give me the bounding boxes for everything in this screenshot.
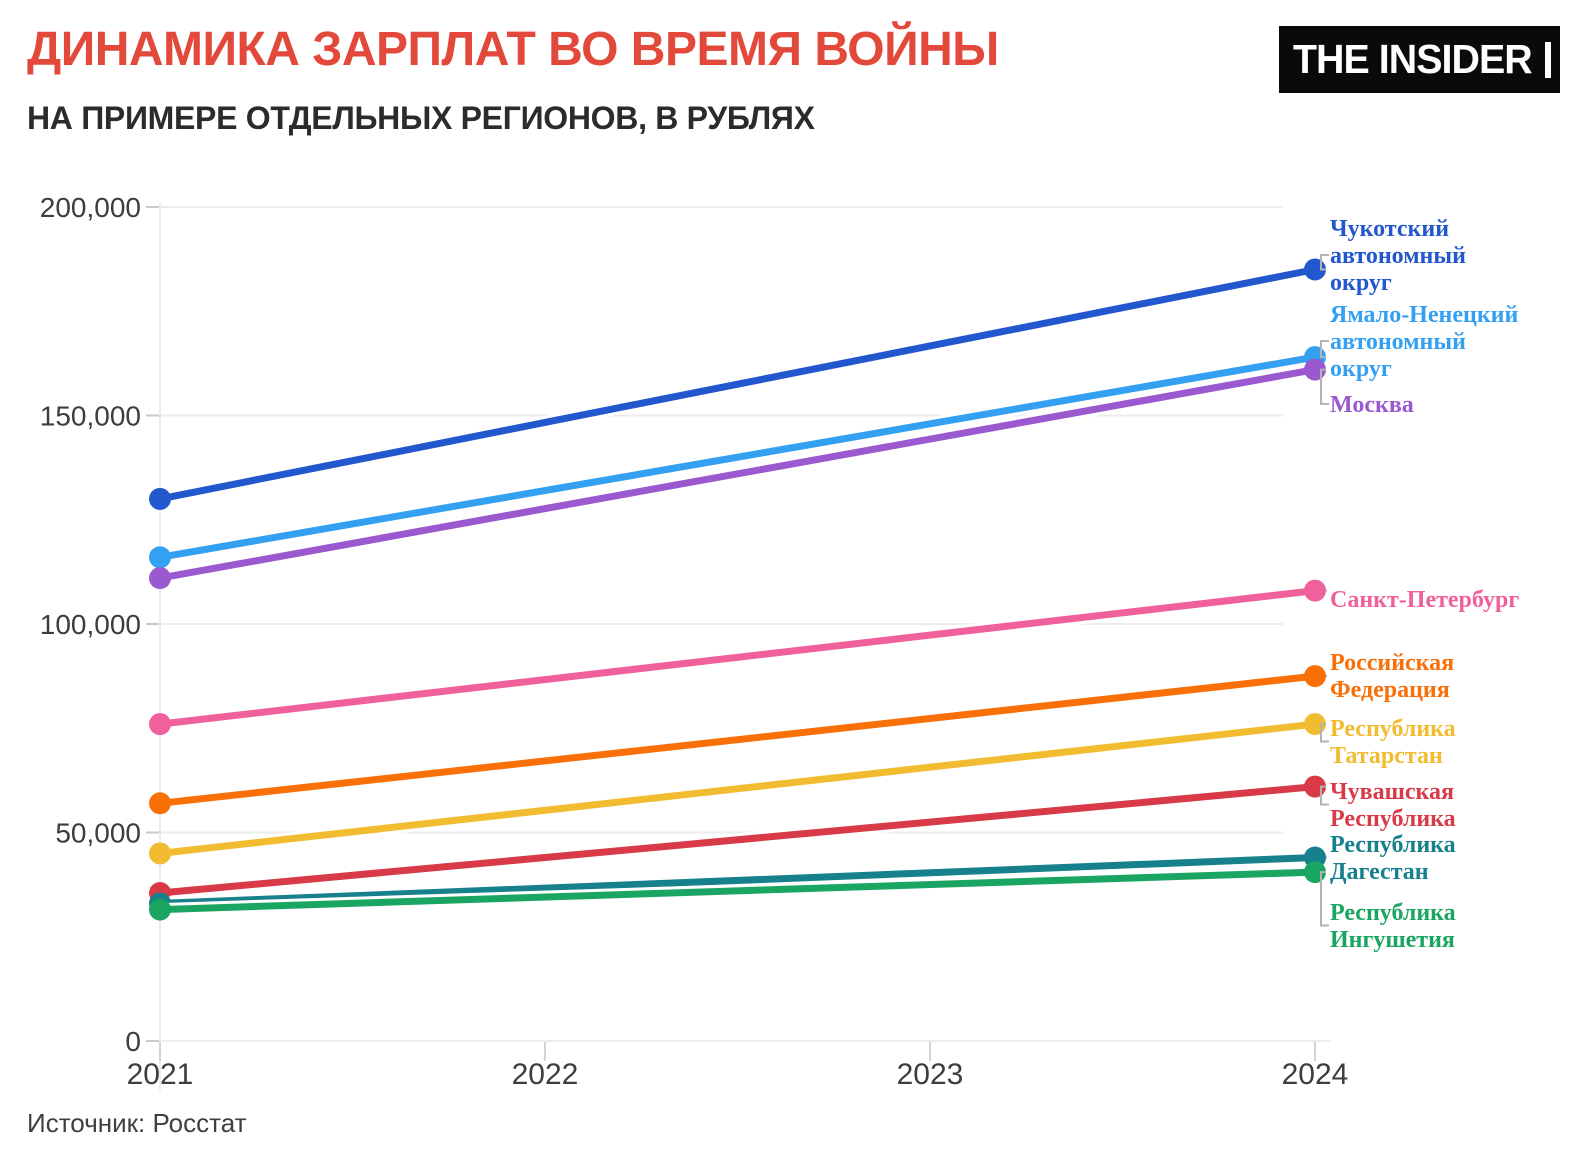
series-6: Чувашская Республика bbox=[149, 775, 1456, 904]
the-insider-logo: THE INSIDER bbox=[1279, 26, 1560, 93]
page-title: ДИНАМИКА ЗАРПЛАТ ВО ВРЕМЯ ВОЙНЫ bbox=[27, 23, 999, 76]
label-connector bbox=[1320, 785, 1329, 806]
grid bbox=[146, 203, 1331, 1090]
series-start-dot bbox=[149, 546, 171, 569]
y-tick-label: 50,000 bbox=[55, 818, 141, 849]
series-end-dot bbox=[1304, 665, 1326, 688]
y-tick-label: 200,000 bbox=[40, 192, 141, 223]
series-start-dot bbox=[149, 567, 171, 590]
series-start-dot bbox=[149, 713, 171, 736]
series-start-dot bbox=[149, 898, 171, 921]
series-5: Республика Татарстан bbox=[149, 713, 1456, 865]
y-tick-label: 0 bbox=[125, 1026, 141, 1057]
series-label: Чукотский автономный округ bbox=[1330, 216, 1466, 296]
series-line bbox=[159, 366, 1316, 582]
series-4: Российская Федерация bbox=[149, 650, 1454, 815]
series-label: Республика Ингушетия bbox=[1330, 900, 1456, 953]
series-line bbox=[159, 353, 1316, 561]
y-axis-labels: 0 50,000 100,000 150,000 200,000 bbox=[40, 192, 141, 1057]
series-0: Чукотский автономный округ bbox=[149, 216, 1466, 510]
x-tick-label: 2021 bbox=[127, 1058, 194, 1091]
series-line bbox=[159, 854, 1316, 907]
series-label: Чувашская Республика bbox=[1330, 779, 1456, 832]
series-label: Ямало-Ненецкий автономный округ bbox=[1330, 302, 1518, 382]
series-2: Москва bbox=[149, 358, 1414, 590]
label-connector bbox=[1320, 254, 1329, 271]
series-8: Республика Ингушетия bbox=[149, 861, 1456, 953]
series-label: Санкт-Петербург bbox=[1330, 587, 1519, 613]
label-connector bbox=[1320, 723, 1329, 743]
series-label: Москва bbox=[1330, 392, 1414, 418]
series-line bbox=[159, 587, 1316, 728]
label-connector bbox=[1320, 368, 1329, 405]
series-3: Санкт-Петербург bbox=[149, 579, 1519, 736]
y-tick-label: 100,000 bbox=[40, 609, 141, 640]
series-line bbox=[159, 720, 1316, 857]
series-start-dot bbox=[149, 487, 171, 510]
logo-cursor-bar-icon bbox=[1544, 41, 1551, 78]
x-tick-label: 2022 bbox=[512, 1058, 579, 1091]
series-start-dot bbox=[149, 842, 171, 865]
series-line bbox=[159, 783, 1316, 897]
series-start-dot bbox=[149, 792, 171, 815]
label-connector bbox=[1320, 871, 1329, 927]
series-label: Российская Федерация bbox=[1330, 650, 1454, 703]
series-label: Республика Татарстан bbox=[1330, 716, 1456, 769]
series-line bbox=[159, 868, 1316, 914]
logo-text: THE INSIDER bbox=[1293, 36, 1533, 82]
label-connector bbox=[1320, 340, 1329, 359]
page-subtitle: НА ПРИМЕРЕ ОТДЕЛЬНЫХ РЕГИОНОВ, В РУБЛЯХ bbox=[27, 100, 815, 136]
series-1: Ямало-Ненецкий автономный округ bbox=[149, 302, 1518, 569]
x-tick-label: 2023 bbox=[897, 1058, 964, 1091]
x-tick-label: 2024 bbox=[1282, 1058, 1349, 1091]
series-end-dot bbox=[1304, 579, 1326, 602]
series-label: Республика Дагестан bbox=[1330, 832, 1456, 885]
y-tick-label: 150,000 bbox=[40, 401, 141, 432]
x-axis-labels: 2021 2022 2023 2024 bbox=[127, 1058, 1349, 1091]
series-line bbox=[159, 266, 1316, 503]
source-note: Источник: Росстат bbox=[27, 1108, 247, 1138]
series-line bbox=[159, 672, 1316, 807]
